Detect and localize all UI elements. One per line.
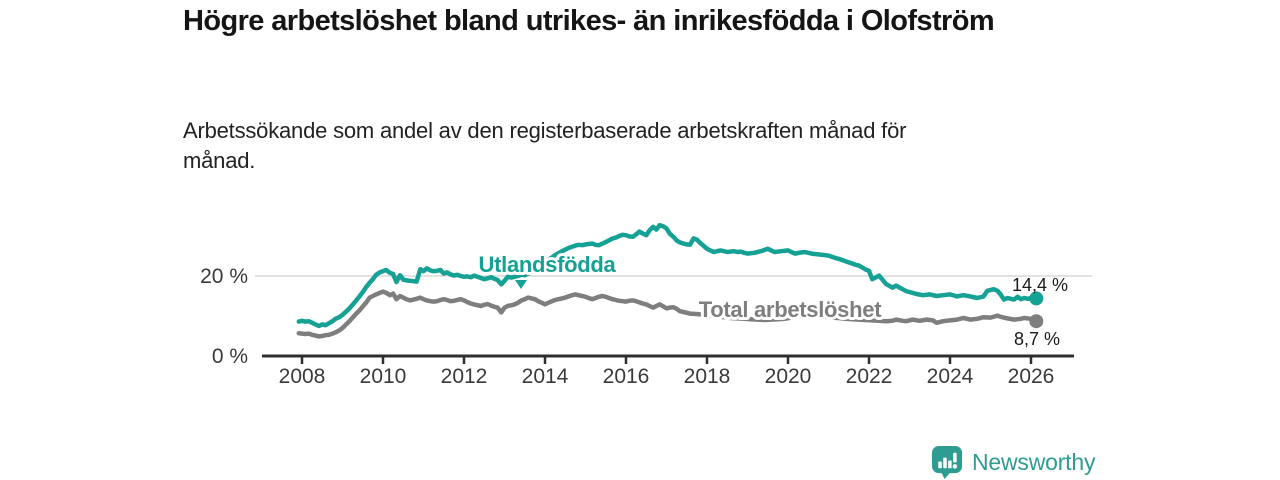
x-tick-label: 2022: [846, 365, 893, 388]
x-tick-label: 2024: [927, 365, 974, 388]
chart-annotations: Utlandsfödda Total arbetslöshet 14,4 % 8…: [476, 249, 1069, 349]
x-tick-label: 2016: [603, 365, 650, 388]
newsworthy-logo-text: Newsworthy: [972, 448, 1096, 475]
x-tick-label: 2012: [441, 365, 488, 388]
x-tick-label: 2020: [765, 365, 812, 388]
end-value-label-total: 8,7 %: [1014, 329, 1060, 349]
series-end-dot: [1029, 314, 1044, 329]
x-tick-label: 2018: [684, 365, 731, 388]
y-tick-label: 20 %: [200, 265, 248, 288]
series-marker-triangle-icon: [515, 280, 527, 289]
x-tick-label: 2014: [522, 365, 569, 388]
page-subtitle: Arbetssökande som andel av den registerb…: [183, 118, 907, 173]
y-tick-label: 0 %: [212, 345, 248, 368]
series-line: [296, 222, 1039, 329]
newsworthy-logo-icon: [931, 445, 963, 479]
end-value-label-utlandsfodda: 14,4 %: [1012, 275, 1068, 295]
x-tick-label: 2010: [360, 365, 407, 388]
series-label-total-arbetsloshet: Total arbetslöshet: [699, 297, 882, 322]
series-line: [296, 289, 1039, 339]
bar-chart-glyph: [938, 452, 958, 469]
series-end-dot: [1029, 291, 1044, 306]
newsworthy-logo: Newsworthy: [931, 444, 1095, 480]
page-title: Högre arbetslöshet bland utrikes- än inr…: [183, 5, 995, 37]
x-tick-label: 2026: [1008, 365, 1055, 388]
series-label-utlandsfodda: Utlandsfödda: [479, 252, 617, 277]
x-tick-label: 2008: [279, 365, 326, 388]
